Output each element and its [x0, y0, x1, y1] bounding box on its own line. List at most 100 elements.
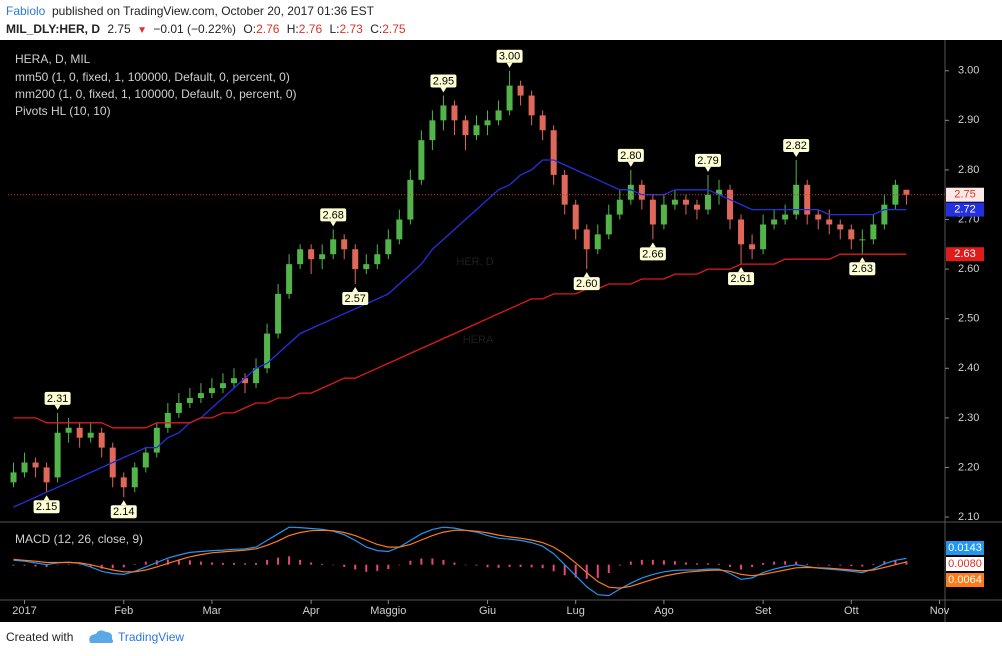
histogram-bar	[464, 564, 467, 566]
legend-entry: Pivots HL (10, 10)	[15, 104, 111, 118]
histogram-bar	[365, 564, 368, 572]
logo	[89, 630, 114, 643]
candle-body	[286, 264, 293, 294]
y-tick-label: 2.80	[958, 164, 979, 176]
author[interactable]: Fabiolo	[6, 4, 46, 18]
candle-body	[484, 120, 491, 126]
candle-body	[208, 388, 215, 394]
candle-body	[197, 393, 204, 399]
candle-body	[671, 199, 678, 205]
candle-body	[660, 204, 667, 225]
pivot-box	[639, 247, 666, 261]
histogram-bar	[376, 564, 379, 571]
histogram-bar	[442, 559, 445, 565]
open-label: O:	[243, 22, 256, 36]
watermark: HER, D	[456, 256, 493, 268]
candle-body	[550, 130, 557, 175]
candle-body	[98, 432, 105, 448]
candle-body	[881, 204, 888, 225]
pivot-pointer	[330, 221, 337, 227]
pivot-label: 2.68	[322, 209, 343, 221]
histogram-bar	[188, 560, 191, 565]
ma-line	[13, 159, 907, 508]
pivot-box	[783, 139, 810, 153]
y-tick-label: 2.90	[958, 114, 979, 126]
pivot-label: 2.66	[642, 248, 663, 260]
histogram-bar	[530, 564, 533, 568]
histogram-bar	[144, 561, 147, 565]
histogram-bar	[806, 563, 809, 565]
histogram-bar	[321, 563, 324, 565]
histogram-bar	[706, 563, 709, 565]
histogram-bar	[773, 561, 776, 565]
histogram-bar	[585, 564, 588, 579]
ma-line	[13, 253, 907, 429]
histogram-bar	[640, 559, 643, 565]
y-tick-label: 2.10	[958, 511, 979, 523]
candle-body	[440, 105, 447, 121]
open-value: 2.76	[256, 22, 280, 36]
histogram-bar	[244, 563, 247, 565]
y-tick-label: 2.60	[958, 263, 979, 275]
candle-body	[782, 214, 789, 220]
pivot-label: 2.31	[47, 393, 68, 405]
macd-tag-bg	[946, 541, 984, 555]
published: published on TradingView.com, October 20…	[52, 4, 375, 18]
candle-body	[771, 219, 778, 225]
symbol-line: MIL_DLY:HER, D 2.75 ▼ −0.01 (−0.22%) O:2…	[6, 22, 406, 36]
pivot-pointer	[738, 267, 745, 273]
pivot-label: 2.95	[433, 75, 454, 87]
pivot-label: 2.63	[852, 263, 873, 275]
histogram-bar	[221, 562, 224, 565]
candle-body	[627, 184, 634, 200]
candle-body	[87, 432, 94, 438]
price-tag: 2.75	[954, 189, 975, 201]
candle-body	[253, 368, 260, 384]
histogram-bar	[883, 561, 886, 565]
price-tag-bg	[946, 187, 984, 202]
pivot-pointer	[649, 242, 656, 248]
x-tick-label: Lug	[567, 605, 585, 617]
candle-body	[120, 477, 127, 488]
candle-body	[760, 224, 767, 250]
histogram-bar	[12, 564, 15, 566]
histogram-bar	[332, 564, 335, 566]
candle-body	[330, 239, 337, 255]
histogram-bar	[795, 561, 798, 565]
histogram-bar	[210, 562, 213, 565]
pivot-box	[573, 277, 600, 291]
candle-body	[804, 184, 811, 215]
histogram-bar	[288, 556, 291, 565]
pivot-label: 2.80	[620, 150, 641, 162]
histogram-bar	[420, 558, 423, 565]
candle-body	[153, 427, 160, 453]
legend-entry: mm50 (1, 0, fixed, 1, 100000, Default, 0…	[15, 70, 290, 84]
histogram-bar	[199, 561, 202, 565]
x-tick-label: Apr	[303, 605, 320, 617]
pivot-box	[44, 391, 71, 405]
histogram-bar	[398, 564, 401, 566]
x-tick-label: Mar	[202, 605, 221, 617]
candle-body	[341, 239, 348, 250]
candle-body	[649, 199, 656, 225]
candle-body	[903, 189, 910, 195]
histogram-bar	[828, 564, 831, 566]
footer-brand[interactable]: TradingView	[118, 630, 184, 644]
histogram-bar	[34, 564, 37, 567]
arrow: ▼	[137, 25, 147, 36]
change: −0.01 (−0.22%)	[153, 22, 236, 36]
candle-body	[506, 85, 513, 111]
histogram-bar	[651, 559, 654, 565]
candle-body	[219, 383, 226, 389]
histogram-bar	[817, 564, 820, 566]
candle-body	[407, 179, 414, 220]
candle-body	[793, 184, 800, 215]
histogram-bar	[662, 560, 665, 565]
symbol: MIL_DLY:HER, D	[6, 22, 100, 36]
histogram-bar	[839, 564, 842, 566]
histogram-bar	[45, 564, 48, 567]
chart-title: HERA, D, MIL	[15, 52, 91, 66]
footer-text: Created with	[6, 630, 73, 644]
pivot-box	[342, 291, 369, 305]
candle-body	[716, 189, 723, 195]
